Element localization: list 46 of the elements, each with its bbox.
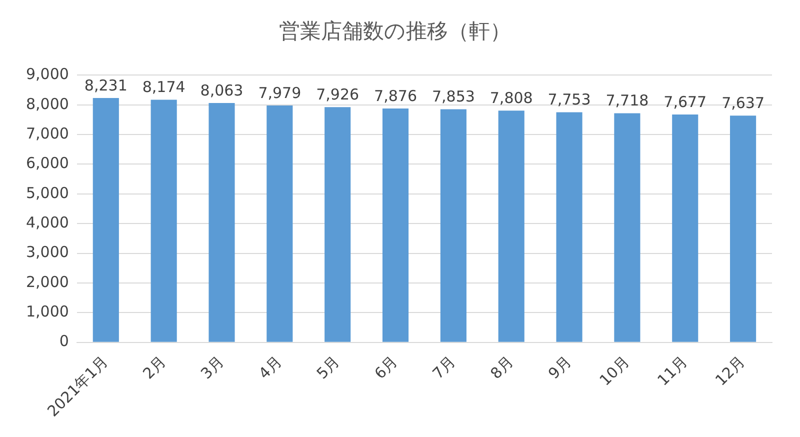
- data-label: 8,174: [142, 78, 186, 96]
- bar: [440, 109, 466, 342]
- data-label: 7,808: [490, 88, 533, 107]
- x-tick-label: 8月: [486, 352, 517, 383]
- x-tick-label: 4月: [255, 352, 286, 383]
- y-tick-label: 1,000: [26, 302, 69, 321]
- y-tick-label: 7,000: [26, 124, 69, 142]
- bar: [614, 113, 640, 342]
- data-label: 7,926: [316, 85, 360, 104]
- data-label: 7,677: [664, 92, 707, 111]
- data-label: 7,753: [548, 90, 591, 109]
- x-tick-label: 2月: [139, 352, 170, 383]
- bar: [266, 106, 293, 342]
- y-tick-label: 5,000: [26, 184, 69, 202]
- data-label: 7,876: [374, 86, 417, 105]
- x-tick-label: 5月: [313, 352, 344, 383]
- bar: [92, 98, 119, 342]
- x-tick-label: 7月: [428, 352, 460, 383]
- y-tick-label: 8,000: [26, 94, 69, 113]
- x-tick-label: 9月: [544, 352, 575, 383]
- bar: [730, 116, 756, 342]
- data-label: 7,979: [258, 84, 302, 102]
- data-label: 7,853: [432, 88, 475, 106]
- bar: [672, 114, 698, 342]
- data-label: 7,718: [606, 92, 649, 110]
- bar: [324, 107, 351, 342]
- data-label: 7,637: [722, 94, 765, 112]
- x-tick-label: 6月: [371, 352, 402, 383]
- x-tick-label: 12月: [712, 352, 749, 390]
- y-tick-label: 6,000: [26, 154, 69, 172]
- y-tick-label: 4,000: [26, 213, 69, 232]
- chart-title: 営業店舗数の推移（軒）: [279, 19, 511, 44]
- x-tick-label: 10月: [596, 352, 633, 390]
- y-tick-label: 0: [59, 332, 69, 350]
- bar: [498, 110, 524, 342]
- data-label: 8,063: [200, 81, 244, 100]
- data-label: 8,231: [84, 76, 128, 94]
- bar: [382, 108, 409, 342]
- y-tick-label: 2,000: [26, 272, 69, 291]
- bar: [208, 103, 235, 342]
- x-tick-label: 11月: [654, 352, 691, 390]
- y-tick-label: 9,000: [26, 65, 69, 84]
- y-tick-label: 3,000: [26, 243, 69, 262]
- bar: [556, 112, 582, 342]
- x-tick-label: 3月: [197, 352, 228, 383]
- bar: [150, 100, 177, 342]
